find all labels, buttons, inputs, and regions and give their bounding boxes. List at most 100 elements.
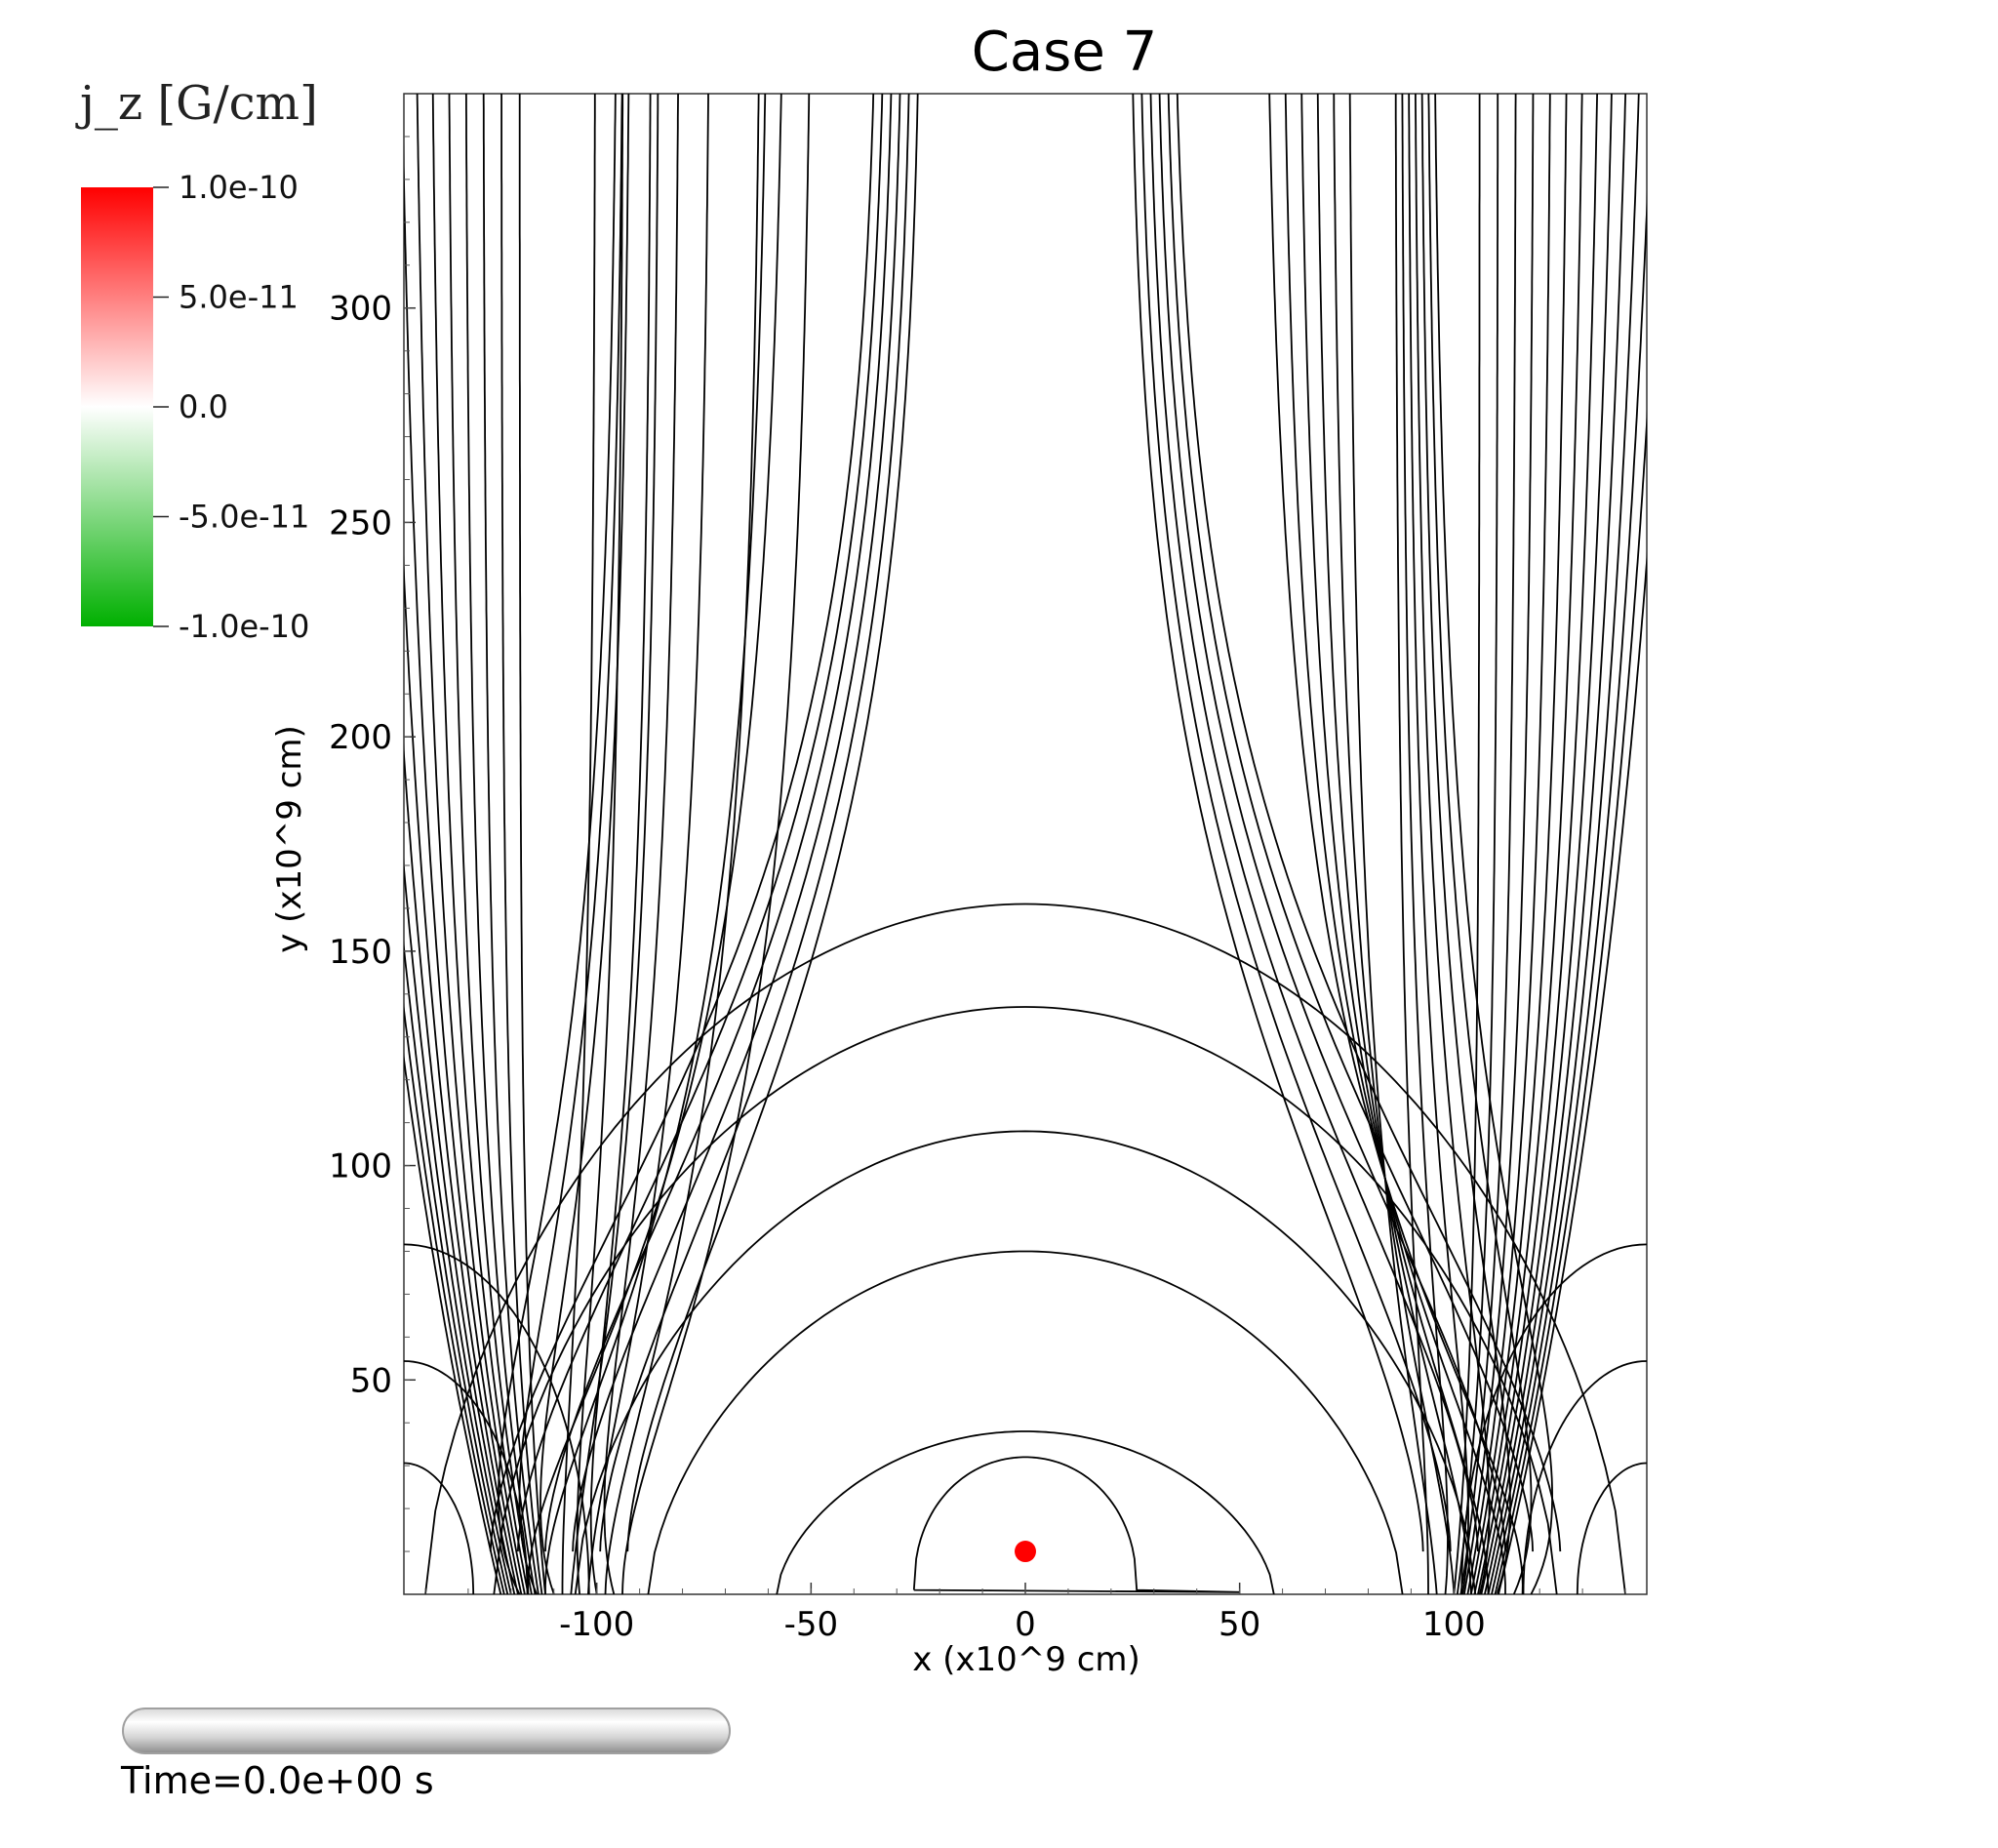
corner-field-line (404, 1462, 475, 1594)
closed-field-line (647, 1250, 1404, 1594)
y-tick-label: 200 (329, 718, 392, 757)
colorbar (81, 187, 153, 626)
open-field-line (1348, 94, 1438, 1594)
y-tick-label: 250 (329, 503, 392, 542)
y-tick-label: 100 (329, 1147, 392, 1186)
separatrix-line (1140, 94, 1452, 1552)
open-field-line (1487, 94, 1640, 1594)
x-tick-label: 100 (1422, 1605, 1486, 1644)
open-field-line (1484, 94, 1627, 1594)
closed-field-line (493, 1006, 1558, 1594)
flux-rope-line (912, 1456, 1240, 1593)
corner-field-line (1576, 1462, 1647, 1594)
open-field-line (431, 94, 530, 1594)
separatrix-line (1158, 94, 1506, 1552)
open-field-line (1480, 94, 1613, 1594)
separatrix-line (599, 94, 910, 1552)
open-field-line (1491, 190, 1647, 1594)
open-field-line (1415, 94, 1491, 1594)
open-field-line (1466, 94, 1551, 1594)
open-field-line (589, 94, 652, 1594)
colorbar-title: j_z [G/cm] (75, 76, 318, 131)
time-slider[interactable] (122, 1707, 731, 1754)
open-field-line (570, 94, 659, 1594)
open-field-line (621, 94, 811, 1594)
colorbar-tick-label: -1.0e-10 (179, 608, 309, 645)
open-field-line (1427, 94, 1533, 1594)
open-field-line (539, 94, 630, 1594)
plot-area (403, 93, 1648, 1595)
colorbar-ticks: 1.0e-10 5.0e-11 0.0 -5.0e-11 -1.0e-10 (153, 169, 309, 645)
x-axis-label: x (x10^9 cm) (912, 1640, 1140, 1679)
separatrix-line (1149, 94, 1479, 1552)
source-marker (1015, 1541, 1036, 1563)
colorbar-tick-label: 5.0e-11 (179, 279, 299, 316)
open-field-line (1463, 94, 1535, 1594)
closed-field-line (776, 1430, 1275, 1594)
open-field-line (404, 858, 512, 1594)
closed-field-line (574, 1130, 1477, 1594)
separatrix-line (572, 94, 901, 1552)
colorbar-tick-label: 1.0e-10 (179, 169, 299, 206)
y-tick-label: 150 (329, 933, 392, 972)
chart-title: Case 7 (972, 20, 1157, 84)
open-field-line (1420, 94, 1511, 1594)
open-field-line (544, 94, 767, 1594)
colorbar-tick-label: -5.0e-11 (179, 499, 309, 536)
separatrix-line (489, 94, 875, 1552)
open-field-line (1333, 94, 1456, 1594)
open-field-line (404, 1002, 505, 1594)
open-field-line (1268, 94, 1524, 1594)
y-axis: 50 100 150 200 250 300 (329, 136, 416, 1552)
open-field-line (404, 554, 519, 1594)
separatrix-line (517, 94, 884, 1552)
x-tick-label: -50 (784, 1605, 839, 1644)
x-tick-label: -100 (559, 1605, 634, 1644)
open-field-line (1498, 550, 1647, 1594)
open-field-line (576, 94, 624, 1594)
open-field-line (561, 94, 596, 1594)
separatrix-line (544, 94, 893, 1552)
y-tick-label: 50 (350, 1361, 392, 1400)
corner-field-line (404, 1360, 529, 1594)
open-field-line (1284, 94, 1506, 1594)
open-field-line (1473, 94, 1583, 1594)
field-lines (404, 94, 1647, 1594)
separatrix-line (1176, 94, 1562, 1552)
open-field-line (416, 94, 526, 1594)
open-field-line (1459, 94, 1517, 1594)
open-field-line (404, 940, 509, 1594)
separatrix-line (626, 94, 919, 1552)
corner-field-line (1460, 1243, 1647, 1594)
open-field-line (404, 1052, 502, 1594)
y-axis-label: y (x10^9 cm) (270, 725, 309, 953)
open-field-line (1477, 94, 1599, 1594)
open-field-line (464, 94, 537, 1594)
y-tick-label: 300 (329, 290, 392, 329)
open-field-line (1408, 94, 1470, 1594)
corner-field-line (404, 1243, 590, 1594)
open-field-line (1494, 409, 1647, 1594)
open-field-line (1316, 94, 1472, 1594)
open-field-line (518, 94, 623, 1594)
x-tick-label: 50 (1219, 1605, 1260, 1644)
open-field-line (1300, 94, 1490, 1594)
open-field-line (604, 94, 760, 1594)
closed-field-line (424, 903, 1626, 1594)
x-tick-label: 0 (1015, 1605, 1036, 1644)
open-field-line (1453, 94, 1481, 1594)
separatrix-line (1167, 94, 1534, 1552)
open-field-line (1434, 94, 1554, 1594)
open-field-line (1456, 94, 1499, 1594)
open-field-line (448, 94, 533, 1594)
open-field-line (1401, 94, 1449, 1594)
corner-field-line (1522, 1360, 1647, 1594)
x-axis: -100 -50 0 50 100 (424, 1583, 1626, 1644)
open-field-line (482, 94, 539, 1594)
colorbar-tick-label: 0.0 (179, 388, 228, 425)
open-field-line (500, 94, 543, 1594)
open-field-line (603, 94, 679, 1594)
time-label: Time=0.0e+00 s (120, 1759, 434, 1802)
open-field-line (527, 94, 782, 1594)
